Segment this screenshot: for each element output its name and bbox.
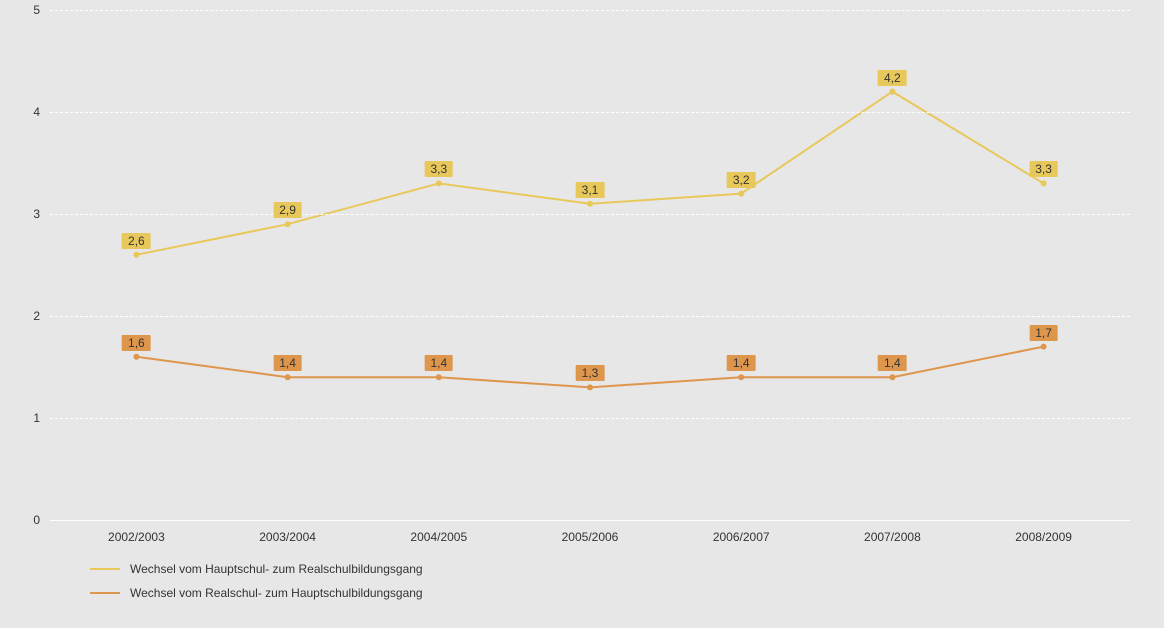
data-label-haupt_to_real: 2,6 xyxy=(122,233,151,249)
y-tick-label: 4 xyxy=(33,105,40,119)
series-marker-real_to_haupt xyxy=(133,354,139,360)
data-label-real_to_haupt: 1,6 xyxy=(122,335,151,351)
series-marker-real_to_haupt xyxy=(436,374,442,380)
x-tick-label: 2003/2004 xyxy=(259,530,316,544)
line-chart: 0 1 2 3 4 5 2002/2003 2003/2004 2004/2005 2005/20… xyxy=(0,0,1164,628)
data-label-haupt_to_real: 3,2 xyxy=(727,172,756,188)
x-tick-label: 2004/2005 xyxy=(410,530,467,544)
series-marker-haupt_to_real xyxy=(587,201,593,207)
legend-swatch xyxy=(90,592,120,594)
y-tick-label: 2 xyxy=(33,309,40,323)
gridline xyxy=(50,418,1130,419)
data-label-real_to_haupt: 1,4 xyxy=(273,355,302,371)
series-marker-real_to_haupt xyxy=(587,384,593,390)
series-marker-real_to_haupt xyxy=(285,374,291,380)
series-marker-haupt_to_real xyxy=(1041,180,1047,186)
legend-label: Wechsel vom Realschul- zum Hauptschulbil… xyxy=(130,586,423,600)
plot-area: 0123452002/20032003/20042004/20052005/20… xyxy=(50,10,1130,520)
series-marker-haupt_to_real xyxy=(889,89,895,95)
gridline xyxy=(50,112,1130,113)
x-tick-label: 2005/2006 xyxy=(562,530,619,544)
data-label-haupt_to_real: 3,3 xyxy=(424,161,453,177)
y-tick-label: 0 xyxy=(33,513,40,527)
series-marker-haupt_to_real xyxy=(285,221,291,227)
data-label-haupt_to_real: 3,1 xyxy=(576,182,605,198)
gridline xyxy=(50,10,1130,11)
series-marker-haupt_to_real xyxy=(738,191,744,197)
data-label-haupt_to_real: 3,3 xyxy=(1029,161,1058,177)
x-tick-label: 2002/2003 xyxy=(108,530,165,544)
y-tick-label: 1 xyxy=(33,411,40,425)
legend-swatch xyxy=(90,568,120,570)
data-label-real_to_haupt: 1,4 xyxy=(878,355,907,371)
data-label-real_to_haupt: 1,4 xyxy=(424,355,453,371)
gridline xyxy=(50,214,1130,215)
data-label-haupt_to_real: 2,9 xyxy=(273,202,302,218)
legend: Wechsel vom Hauptschul- zum Realschulbil… xyxy=(90,562,423,610)
legend-label: Wechsel vom Hauptschul- zum Realschulbil… xyxy=(130,562,423,576)
legend-item-real_to_haupt: Wechsel vom Realschul- zum Hauptschulbil… xyxy=(90,586,423,600)
axis-baseline xyxy=(50,520,1130,521)
data-label-haupt_to_real: 4,2 xyxy=(878,70,907,86)
series-marker-real_to_haupt xyxy=(1041,344,1047,350)
y-tick-label: 5 xyxy=(33,3,40,17)
legend-item-haupt_to_real: Wechsel vom Hauptschul- zum Realschulbil… xyxy=(90,562,423,576)
gridline xyxy=(50,316,1130,317)
x-tick-label: 2008/2009 xyxy=(1015,530,1072,544)
series-line-haupt_to_real xyxy=(136,92,1043,255)
data-label-real_to_haupt: 1,4 xyxy=(727,355,756,371)
x-tick-label: 2006/2007 xyxy=(713,530,770,544)
data-label-real_to_haupt: 1,7 xyxy=(1029,325,1058,341)
series-marker-haupt_to_real xyxy=(436,180,442,186)
series-marker-haupt_to_real xyxy=(133,252,139,258)
data-label-real_to_haupt: 1,3 xyxy=(576,365,605,381)
chart-lines-layer xyxy=(50,10,1130,520)
series-marker-real_to_haupt xyxy=(889,374,895,380)
series-marker-real_to_haupt xyxy=(738,374,744,380)
x-tick-label: 2007/2008 xyxy=(864,530,921,544)
y-tick-label: 3 xyxy=(33,207,40,221)
